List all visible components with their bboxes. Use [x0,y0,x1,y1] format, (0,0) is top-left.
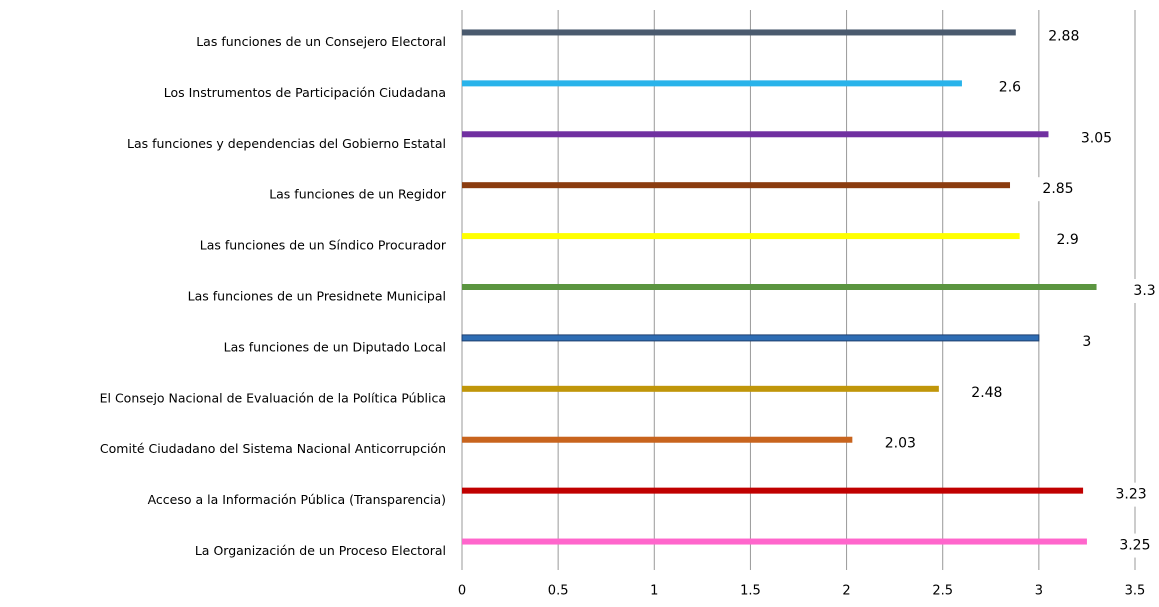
y-tick-label: Las funciones de un Consejero Electoral [196,34,446,49]
bar [462,436,853,443]
y-tick-label: Las funciones de un Regidor [269,187,447,202]
bar [462,131,1049,138]
y-tick-label: Las funciones de un Presidnete Municipal [188,289,446,304]
data-label-bg [1107,482,1156,507]
data-label: 3 [1082,334,1091,350]
bar [462,487,1084,494]
data-label-bg [1120,279,1159,303]
y-tick-label: Las funciones de un Diputado Local [224,339,446,354]
data-label: 2.88 [1048,28,1079,44]
data-label-bg [985,75,1034,100]
data-label-bg [1039,24,1088,49]
x-tick-label: 0.5 [548,584,569,599]
data-label-bg [1043,228,1092,253]
data-label: 2.03 [885,436,916,452]
y-tick-label: La Organización de un Proceso Electoral [195,543,446,558]
data-label-bg [876,431,925,456]
data-label: 2.48 [971,385,1002,401]
bar [462,80,962,87]
x-tick-label: 1 [650,584,658,599]
y-tick-label: Acceso a la Información Pública (Transpa… [148,492,446,507]
bar [462,182,1011,189]
bar [462,538,1087,545]
data-label-bg [1062,329,1111,354]
x-tick-label: 3.5 [1125,584,1146,599]
data-label: 3.05 [1081,130,1112,146]
bar [462,233,1020,240]
data-label: 3.3 [1133,283,1155,299]
y-tick-label: Los Instrumentos de Participación Ciudad… [164,85,446,100]
x-tick-label: 0 [458,584,466,599]
data-label: 2.85 [1042,181,1073,197]
data-label: 3.25 [1119,538,1150,554]
x-tick-label: 3 [1035,584,1043,599]
data-label-bg [962,380,1011,405]
data-label-bg [1072,126,1121,151]
x-tick-label: 1.5 [740,584,761,599]
data-label: 3.23 [1115,487,1146,503]
data-label: 2.9 [1056,232,1078,248]
bar [462,29,1016,36]
y-tick-label: El Consejo Nacional de Evaluación de la … [100,390,446,405]
y-tick-label: Comité Ciudadano del Sistema Nacional An… [100,441,446,456]
data-label-bg [1110,533,1159,558]
bar [462,385,939,392]
y-tick-label: Las funciones de un Síndico Procurador [200,238,447,253]
bar [461,334,1040,342]
x-tick-label: 2.5 [932,584,953,599]
data-label: 2.6 [999,79,1021,95]
data-label-bg [1034,177,1083,202]
x-tick-label: 2 [842,584,850,599]
bar [462,284,1097,290]
y-tick-label: Las funciones y dependencias del Gobiern… [127,136,446,151]
